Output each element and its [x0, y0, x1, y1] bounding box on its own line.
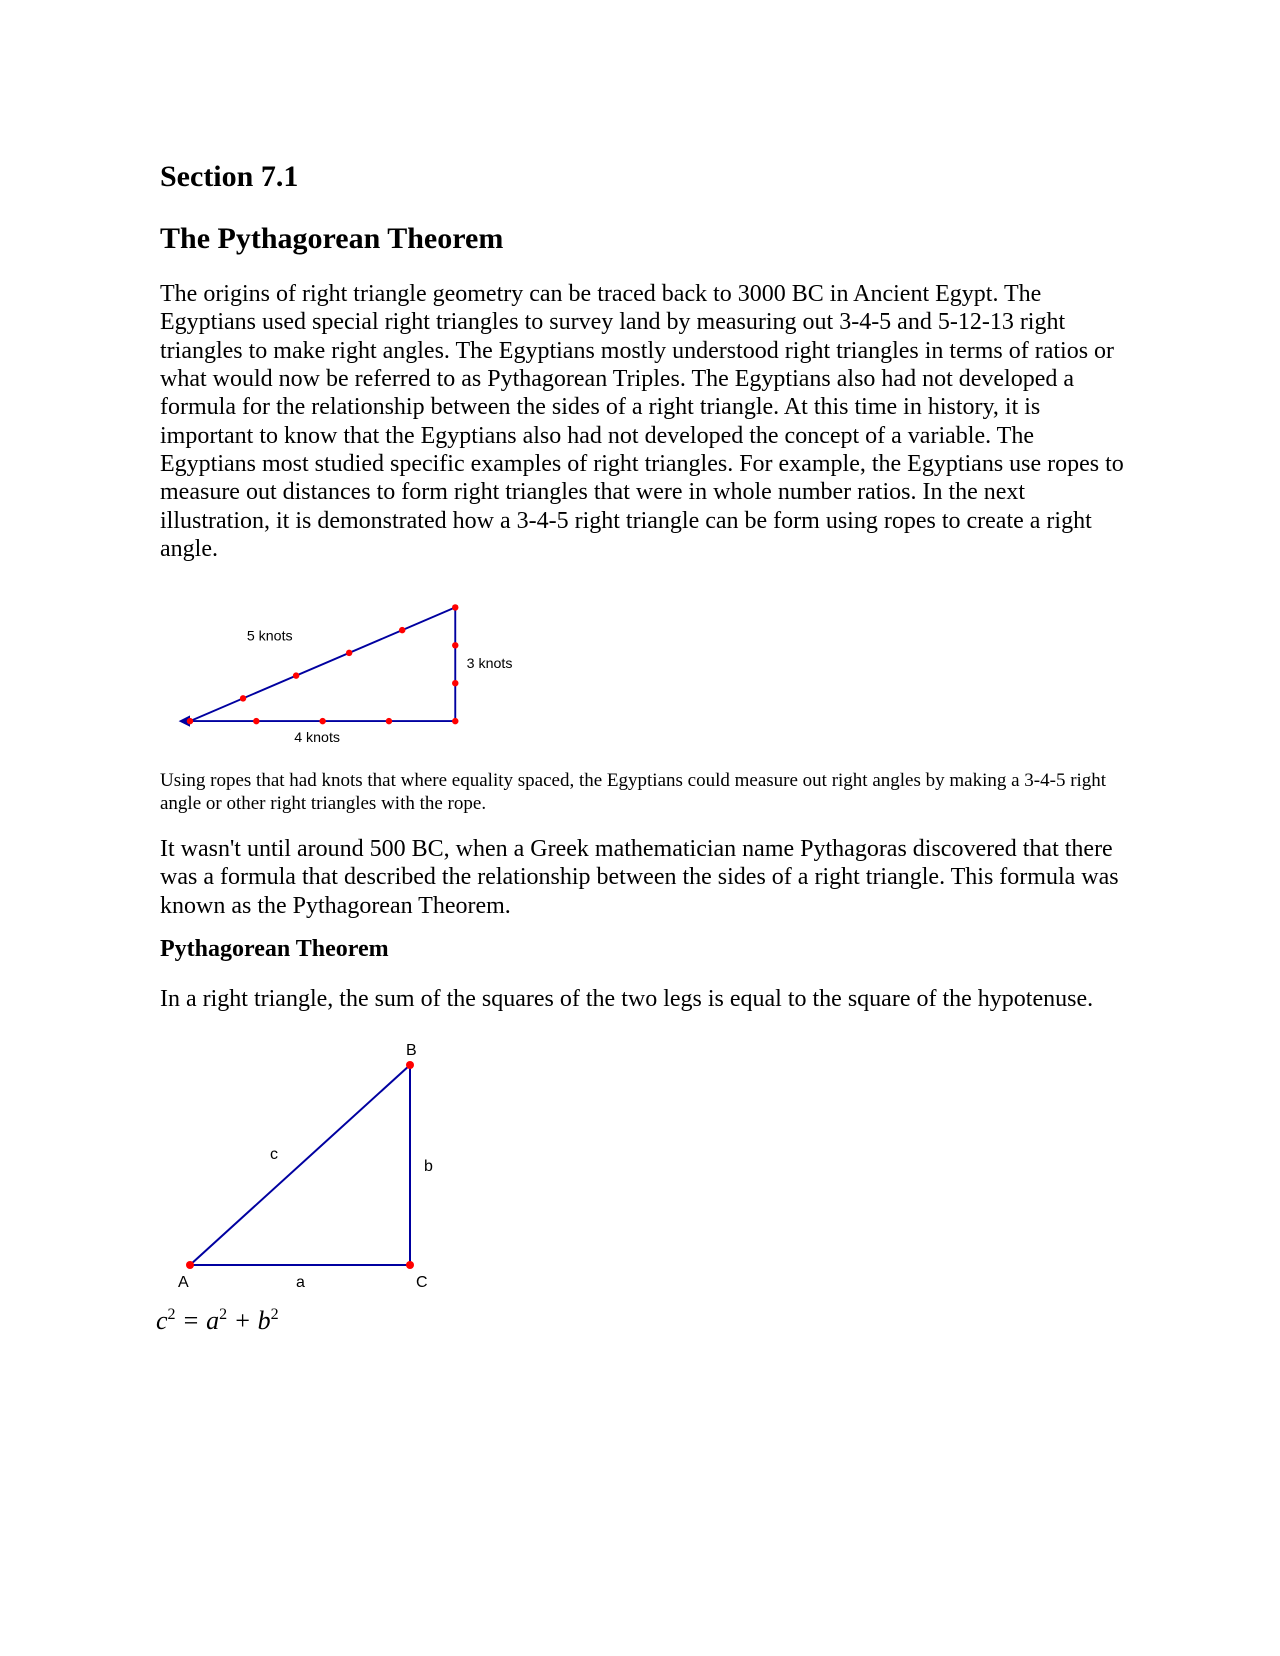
svg-text:c: c — [270, 1146, 278, 1163]
rope-triangle-diagram: 5 knots 4 knots 3 knots — [160, 579, 1130, 764]
formula-b: b — [258, 1306, 271, 1335]
svg-text:C: C — [416, 1274, 428, 1291]
svg-text:a: a — [296, 1274, 305, 1291]
formula-a: a — [206, 1306, 219, 1335]
svg-text:5 knots: 5 knots — [247, 629, 293, 645]
page-title: The Pythagorean Theorem — [160, 222, 1130, 256]
diagram-caption: Using ropes that had knots that where eq… — [160, 770, 1130, 815]
svg-text:A: A — [178, 1274, 189, 1291]
formula-plus: + — [227, 1306, 258, 1335]
intro-paragraph: The origins of right triangle geometry c… — [160, 280, 1130, 563]
svg-text:B: B — [406, 1042, 417, 1059]
theorem-statement: In a right triangle, the sum of the squa… — [160, 985, 1130, 1013]
svg-text:3 knots: 3 knots — [467, 656, 513, 672]
formula-eq: = — [176, 1306, 207, 1335]
rope-triangle-svg: 5 knots 4 knots 3 knots — [160, 579, 580, 759]
right-triangle-diagram: A B Cc b a — [160, 1035, 1130, 1300]
document-page: Section 7.1 The Pythagorean Theorem The … — [0, 0, 1280, 1656]
formula-b-exp: 2 — [271, 1306, 279, 1323]
pythagorean-formula: c2 = a2 + b2 — [156, 1306, 1130, 1336]
svg-text:b: b — [424, 1158, 433, 1175]
formula-a-exp: 2 — [219, 1306, 227, 1323]
right-triangle-svg: A B Cc b a — [160, 1035, 480, 1295]
theorem-subhead: Pythagorean Theorem — [160, 936, 1130, 963]
section-heading: Section 7.1 — [160, 160, 1130, 194]
svg-text:4 knots: 4 knots — [294, 730, 340, 746]
pythagoras-paragraph: It wasn't until around 500 BC, when a Gr… — [160, 835, 1130, 920]
formula-c: c — [156, 1306, 168, 1335]
formula-c-exp: 2 — [168, 1306, 176, 1323]
